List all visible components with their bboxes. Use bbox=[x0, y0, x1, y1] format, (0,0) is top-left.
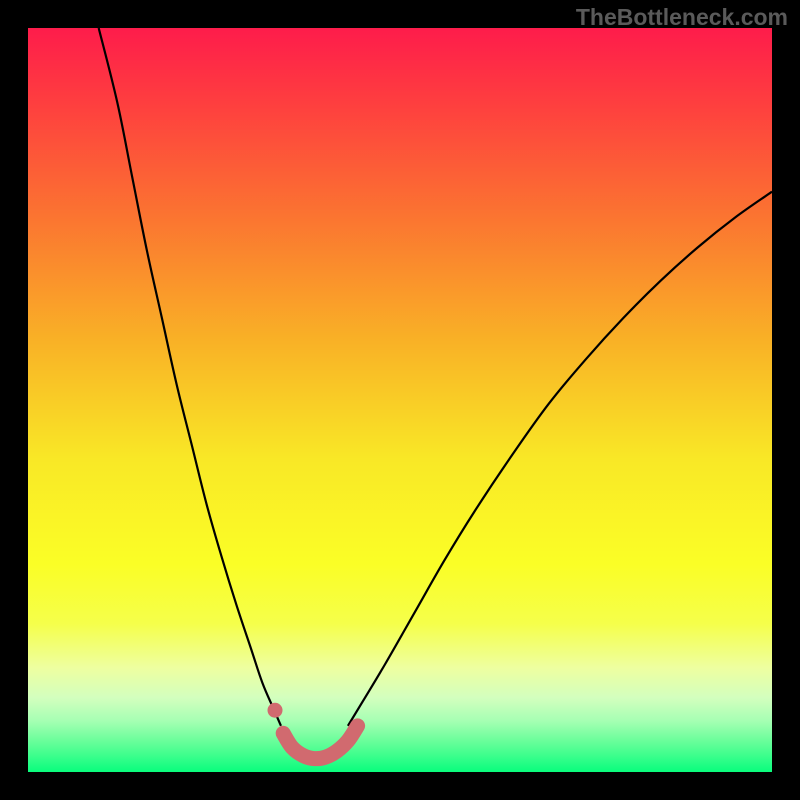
bottleneck-curve-chart bbox=[28, 28, 772, 772]
highlight-dot bbox=[268, 703, 283, 718]
highlight-valley-segment bbox=[283, 726, 357, 759]
watermark-text: TheBottleneck.com bbox=[576, 4, 788, 31]
plot-area bbox=[28, 28, 772, 772]
curve-right-branch bbox=[348, 192, 772, 726]
curve-left-branch bbox=[99, 28, 281, 726]
